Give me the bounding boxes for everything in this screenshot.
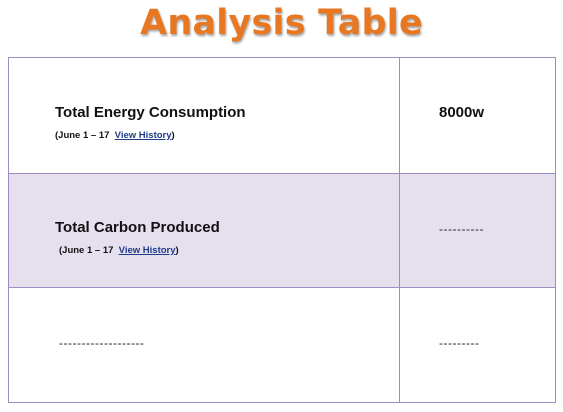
table-row: ------------------- ---------	[9, 288, 555, 402]
table-row: Total Carbon Produced (June 1 – 17 View …	[9, 173, 555, 288]
row-label: Total Energy Consumption	[55, 104, 246, 121]
period-close: )	[171, 130, 175, 141]
period-text: (June 1 – 17	[59, 245, 114, 256]
period-close: )	[175, 245, 179, 256]
analysis-table: Total Energy Consumption (June 1 – 17 Vi…	[8, 57, 556, 403]
row-label: -------------------	[59, 336, 145, 350]
view-history-link[interactable]: View History	[114, 130, 172, 141]
period-text: (June 1 – 17	[55, 130, 110, 141]
row-value: ----------	[439, 222, 484, 236]
table-row: Total Energy Consumption (June 1 – 17 Vi…	[9, 58, 555, 173]
row-value: 8000w	[439, 104, 485, 121]
row-label: Total Carbon Produced	[55, 219, 220, 236]
row-period: (June 1 – 17 View History)	[55, 130, 175, 141]
page-title: Analysis Table	[140, 3, 423, 43]
column-divider	[399, 58, 400, 402]
row-period: (June 1 – 17 View History)	[59, 245, 179, 256]
view-history-link[interactable]: View History	[118, 245, 176, 256]
row-value: ---------	[439, 336, 480, 350]
